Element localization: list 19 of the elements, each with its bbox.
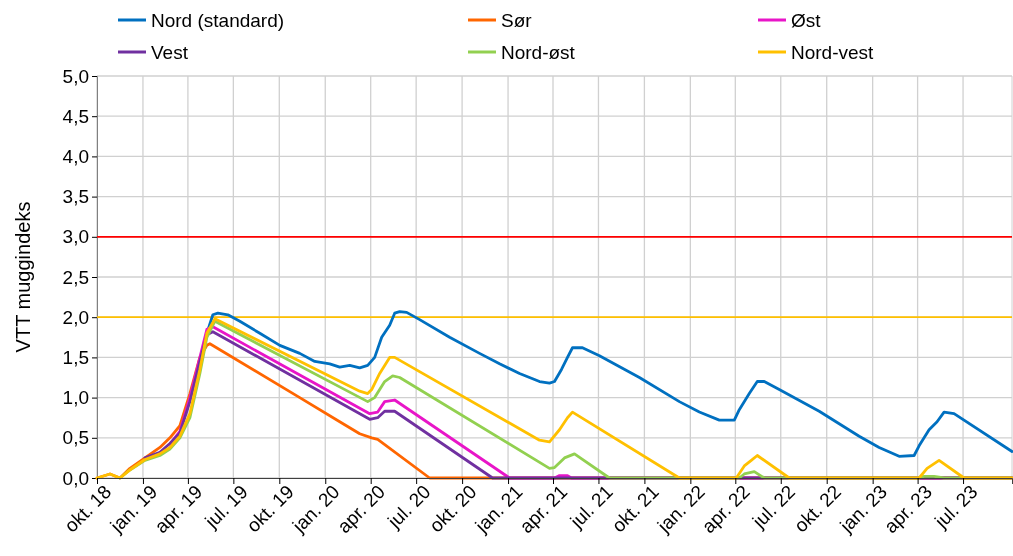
legend-label: Øst [791, 9, 822, 31]
legend-label: Nord-vest [791, 41, 875, 63]
y-tick-label: 1,0 [62, 387, 89, 409]
legend-label: Vest [151, 41, 189, 63]
x-tick-label: jul. 23 [930, 481, 982, 533]
y-tick-label: 1,5 [62, 346, 89, 368]
y-tick-label: 5,0 [62, 65, 89, 87]
legend-label: Nord (standard) [151, 9, 285, 31]
y-tick-label: 0,0 [62, 467, 89, 489]
y-tick-label: 2,5 [62, 266, 89, 288]
legend-label: Nord-øst [501, 41, 576, 63]
y-tick-label: 4,5 [62, 105, 89, 127]
y-tick-label: 2,0 [62, 306, 89, 328]
y-tick-label: 4,0 [62, 145, 89, 167]
y-tick-label: 3,5 [62, 186, 89, 208]
y-tick-label: 0,5 [62, 427, 89, 449]
y-axis-title: VTT muggindeks [12, 201, 34, 353]
legend-label: Sør [501, 9, 533, 31]
y-tick-label: 3,0 [62, 226, 89, 248]
